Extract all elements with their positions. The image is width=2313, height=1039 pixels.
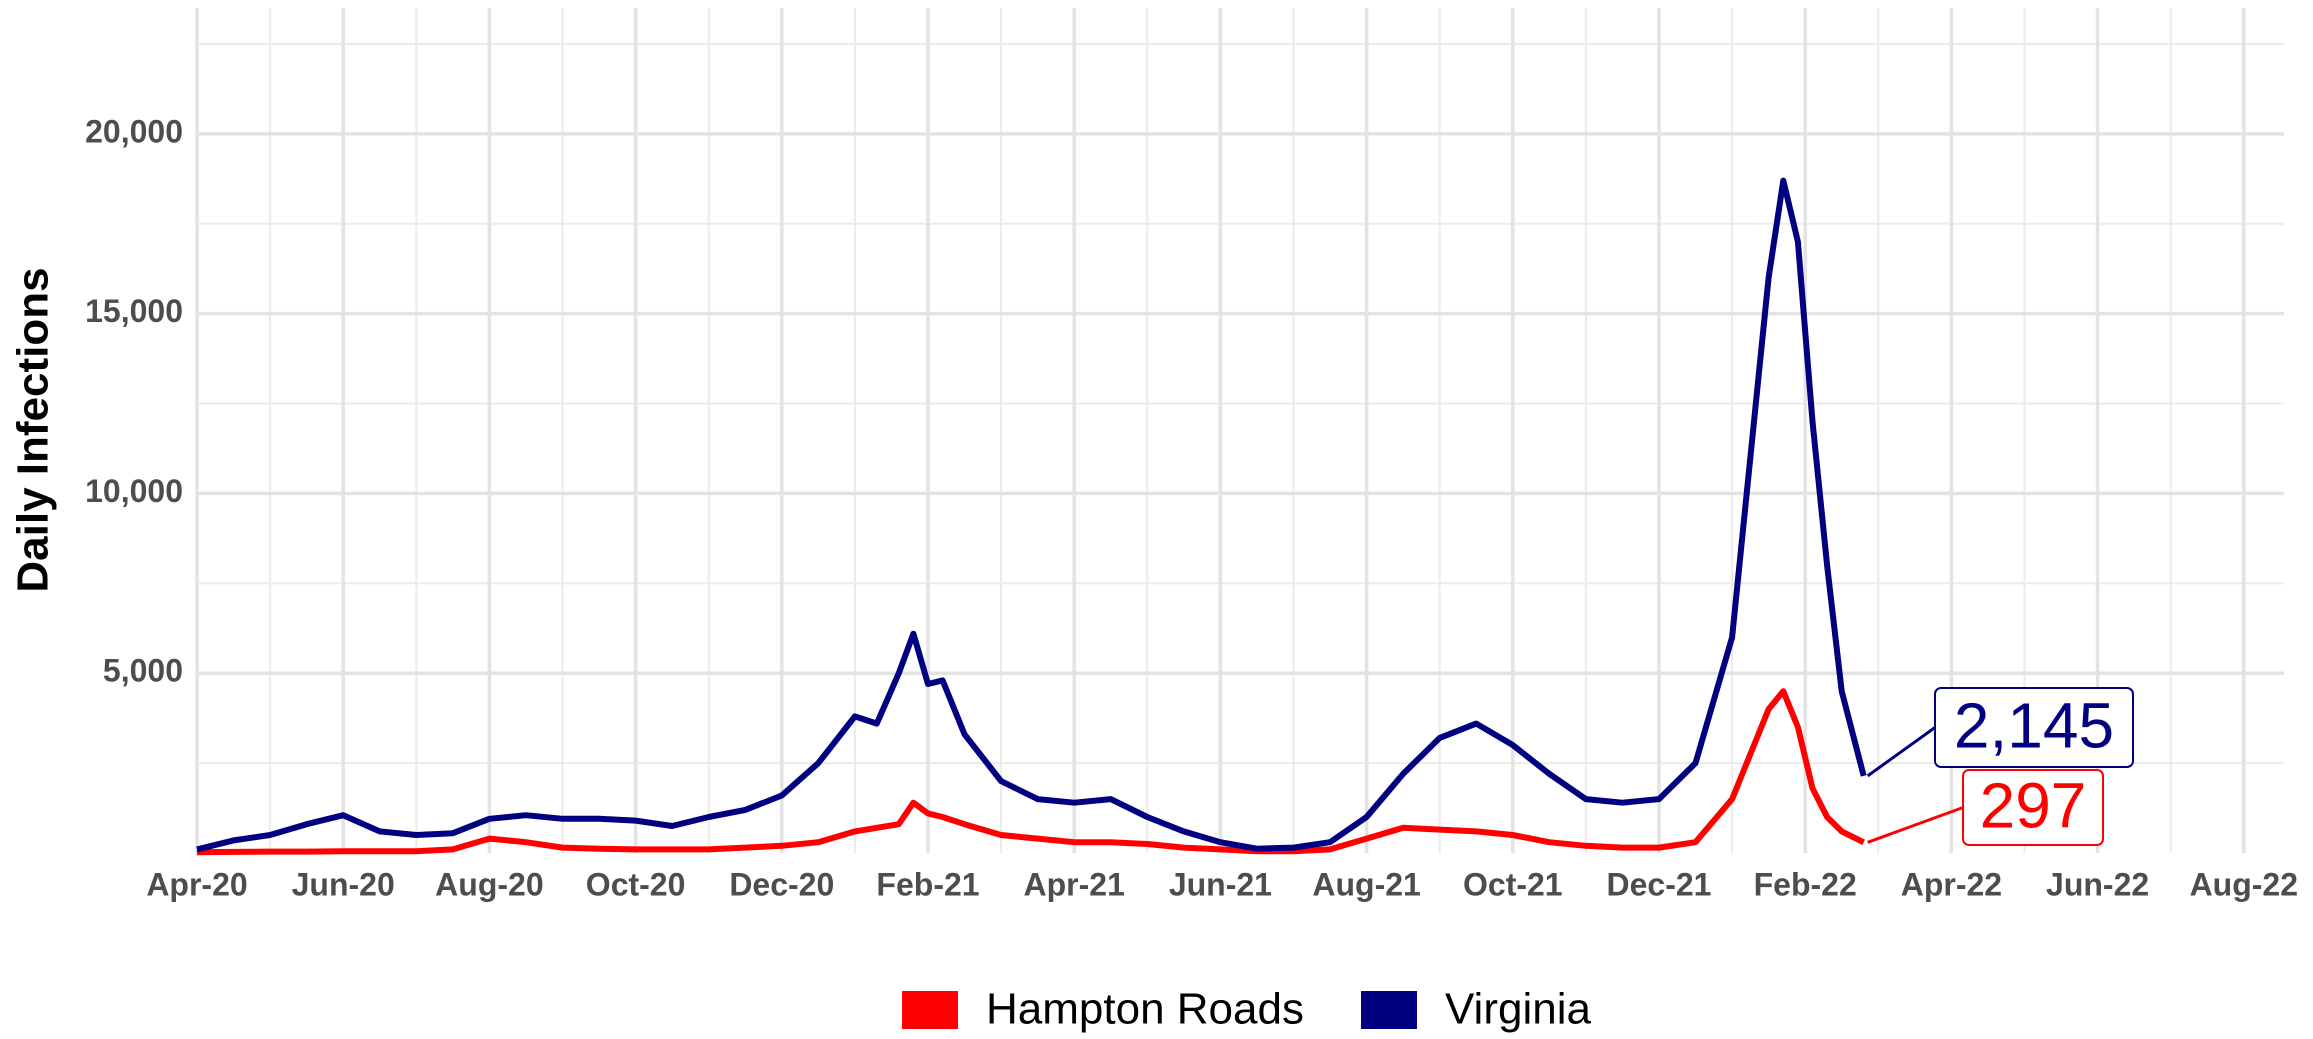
y-tick-label: 15,000 — [85, 293, 183, 329]
x-tick-label: Dec-21 — [1607, 866, 1712, 902]
x-tick-label: Apr-22 — [1901, 866, 2002, 902]
label-box — [1934, 687, 2134, 768]
y-tick-label: 20,000 — [85, 113, 183, 149]
label-box — [1962, 769, 2104, 846]
x-tick-label: Jun-21 — [1169, 866, 1272, 902]
x-tick-label: Aug-20 — [435, 866, 543, 902]
line — [196, 688, 1866, 856]
legend-swatch — [902, 991, 958, 1029]
x-tick-label: Feb-22 — [1754, 866, 1857, 902]
y-tick-label: 5,000 — [103, 653, 183, 689]
y-axis-label: Daily Infections — [9, 267, 58, 592]
x-tick-label: Oct-21 — [1463, 866, 1563, 902]
x-tick-label: Aug-21 — [1312, 866, 1420, 902]
x-tick-label: Dec-20 — [729, 866, 834, 902]
legend-swatch — [1361, 991, 1417, 1029]
legend-label: Hampton Roads — [986, 985, 1304, 1034]
end-label: 2,145 — [1954, 689, 2114, 761]
end-label: 297 — [1980, 769, 2087, 841]
x-tick-label: Jun-22 — [2046, 866, 2149, 902]
y-tick-label: 10,000 — [85, 473, 183, 509]
x-tick-label: Apr-21 — [1024, 866, 1125, 902]
line — [196, 177, 1867, 853]
x-tick-label: Jun-20 — [292, 866, 395, 902]
x-tick-label: Feb-21 — [876, 866, 979, 902]
label-connector — [1866, 726, 1936, 778]
x-tick-label: Aug-22 — [2190, 866, 2298, 902]
legend-label: Virginia — [1445, 985, 1591, 1034]
label-connector — [1867, 806, 1964, 844]
x-tick-label: Oct-20 — [586, 866, 686, 902]
x-tick-label: Apr-20 — [146, 866, 247, 902]
